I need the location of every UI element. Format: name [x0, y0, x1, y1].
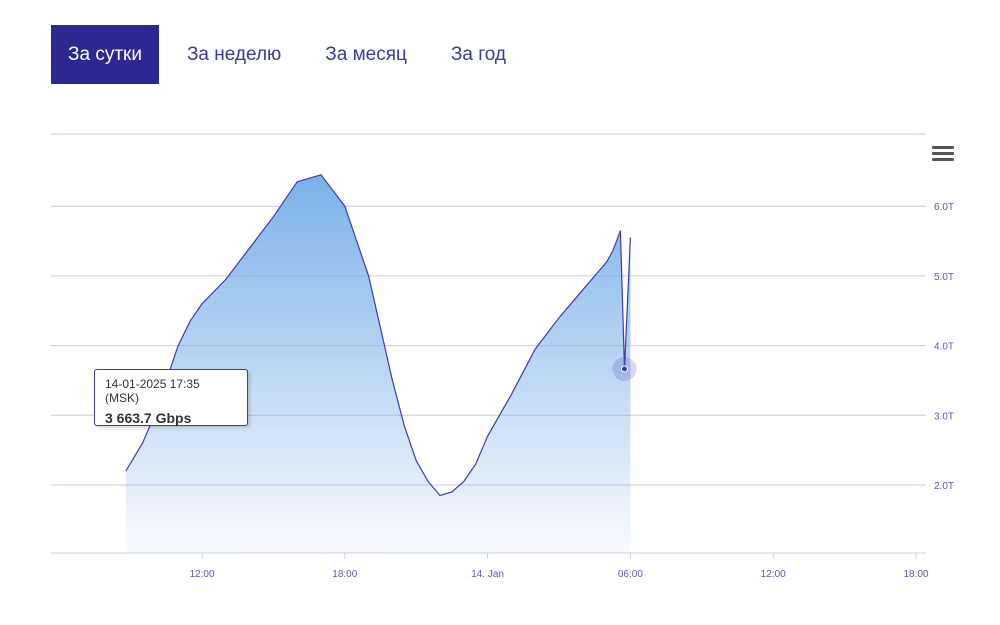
chart-menu-icon[interactable] — [932, 146, 954, 164]
tab-week[interactable]: За неделю — [186, 44, 282, 65]
x-tick-label: 14. Jan — [471, 569, 504, 580]
x-tick-label: 18:00 — [903, 569, 928, 580]
chart-tooltip: 14-01-2025 17:35 (MSK) 3 663.7 Gbps — [94, 369, 248, 426]
tab-year[interactable]: За год — [450, 44, 506, 65]
y-tick-label: 5.0T — [934, 272, 954, 283]
tooltip-value: 3 663.7 Gbps — [105, 410, 192, 426]
x-tick-label: 12:00 — [189, 569, 214, 580]
y-tick-label: 2.0T — [934, 481, 954, 492]
series-area — [125, 174, 631, 554]
y-tick-label: 6.0T — [934, 202, 954, 213]
period-tabs: За сутки За неделю За месяц За год — [51, 25, 533, 84]
x-tick-label: 18:00 — [332, 569, 357, 580]
x-tick-label: 12:00 — [761, 569, 786, 580]
tab-month[interactable]: За месяц — [325, 44, 407, 65]
tab-day[interactable]: За сутки — [51, 25, 159, 84]
series-line[interactable] — [125, 174, 631, 497]
tooltip-date: 14-01-2025 17:35 (MSK) — [105, 377, 200, 405]
y-tick-label: 4.0T — [934, 342, 954, 353]
y-tick-label: 3.0T — [934, 411, 954, 422]
hover-marker-point[interactable] — [620, 365, 628, 373]
x-tick-label: 06:00 — [618, 569, 643, 580]
